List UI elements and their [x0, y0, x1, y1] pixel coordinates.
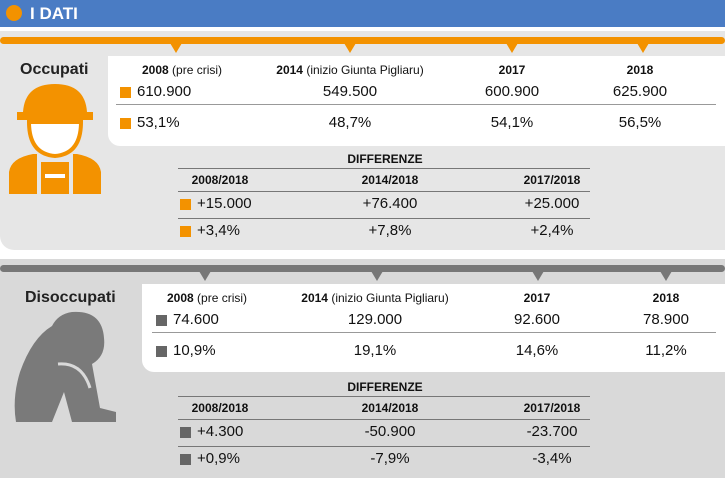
diff-value: +15.000: [197, 195, 252, 212]
value: 19,1%: [353, 342, 397, 359]
section-label: Disoccupati: [25, 289, 116, 306]
row-rule: [152, 332, 716, 333]
bullet: [120, 87, 131, 98]
marker: [170, 43, 182, 53]
header-dot: [6, 5, 22, 21]
marker: [371, 271, 383, 281]
diff-value: +7,8%: [368, 222, 412, 239]
diff-header: 2017/2018: [523, 173, 581, 187]
value: 625.900: [612, 83, 668, 100]
diff-value: +2,4%: [530, 222, 574, 239]
marker: [637, 43, 649, 53]
diff-value: +25.000: [524, 195, 580, 212]
column-header: 2014 (inizio Giunta Pigliaru): [301, 291, 448, 305]
diff-header: 2014/2018: [361, 173, 419, 187]
column-year: 2017: [498, 63, 526, 77]
diff-header: 2008/2018: [191, 401, 249, 415]
column-year: 2008: [166, 291, 194, 305]
column-note: (pre crisi): [197, 291, 248, 305]
value: 14,6%: [515, 342, 559, 359]
column-note: (inizio Giunta Pigliaru): [306, 63, 424, 77]
bullet: [180, 199, 191, 210]
column-header: 2017: [524, 291, 551, 305]
diff-value: +3,4%: [197, 222, 240, 239]
column-header: 2008 (pre crisi): [167, 291, 247, 305]
section-bar: [0, 265, 725, 272]
data-panel: [142, 284, 725, 372]
column-year: 2008: [141, 63, 169, 77]
marker: [532, 271, 544, 281]
value: 56,5%: [618, 114, 662, 131]
worker-icon: [9, 84, 101, 194]
bullet: [180, 427, 191, 438]
column-year: 2017: [523, 291, 551, 305]
diff-rule: [178, 218, 590, 219]
diff-value: -50.900: [364, 423, 416, 440]
diff-value: +76.400: [362, 195, 418, 212]
diff-header: 2014/2018: [361, 401, 419, 415]
diff-header: 2017/2018: [523, 401, 581, 415]
value: 53,1%: [137, 114, 180, 131]
diff-rule: [178, 191, 590, 192]
person-icon: [14, 311, 117, 422]
value: 10,9%: [173, 342, 216, 359]
column-year: 2014: [276, 63, 303, 77]
marker: [344, 43, 356, 53]
value: 610.900: [137, 83, 192, 100]
value: 54,1%: [490, 114, 534, 131]
diff-value: +0,9%: [197, 450, 240, 467]
value: 549.500: [322, 83, 378, 100]
column-note: (pre crisi): [172, 63, 223, 77]
column-header: 2018: [653, 291, 680, 305]
value: 48,7%: [328, 114, 372, 131]
data-panel: [108, 56, 725, 146]
column-year: 2018: [652, 291, 680, 305]
column-header: 2014 (inizio Giunta Pigliaru): [276, 63, 423, 77]
header-title: I DATI: [30, 4, 78, 23]
bullet: [120, 118, 131, 129]
diff-rule: [178, 168, 590, 169]
column-header: 2008 (pre crisi): [142, 63, 222, 77]
column-year: 2014: [301, 291, 328, 305]
column-year: 2018: [626, 63, 654, 77]
header-bar: I DATI: [0, 0, 725, 27]
value: 74.600: [173, 311, 219, 328]
value: 78.900: [643, 311, 689, 328]
column-header: 2017: [499, 63, 526, 77]
row-rule: [116, 104, 716, 105]
bullet: [156, 315, 167, 326]
diff-value: -3,4%: [532, 450, 572, 467]
bullet: [180, 454, 191, 465]
column-header: 2018: [627, 63, 654, 77]
value: 92.600: [514, 311, 560, 328]
value: 129.000: [347, 311, 403, 328]
diff-header: 2008/2018: [191, 173, 249, 187]
diff-rule: [178, 396, 590, 397]
marker: [199, 271, 211, 281]
diff-value: -23.700: [526, 423, 578, 440]
value: 600.900: [484, 83, 540, 100]
column-note: (inizio Giunta Pigliaru): [331, 291, 449, 305]
value: 11,2%: [645, 342, 687, 359]
section-label: Occupati: [20, 61, 89, 78]
diff-rule: [178, 419, 590, 420]
diff-rule: [178, 446, 590, 447]
bullet: [156, 346, 167, 357]
diff-value: +4.300: [197, 423, 244, 440]
marker: [506, 43, 518, 53]
diff-title: DIFFERENZE: [347, 152, 423, 166]
diff-title: DIFFERENZE: [347, 380, 423, 394]
section-bar: [0, 37, 725, 44]
bullet: [180, 226, 191, 237]
diff-value: -7,9%: [370, 450, 410, 467]
marker: [660, 271, 672, 281]
